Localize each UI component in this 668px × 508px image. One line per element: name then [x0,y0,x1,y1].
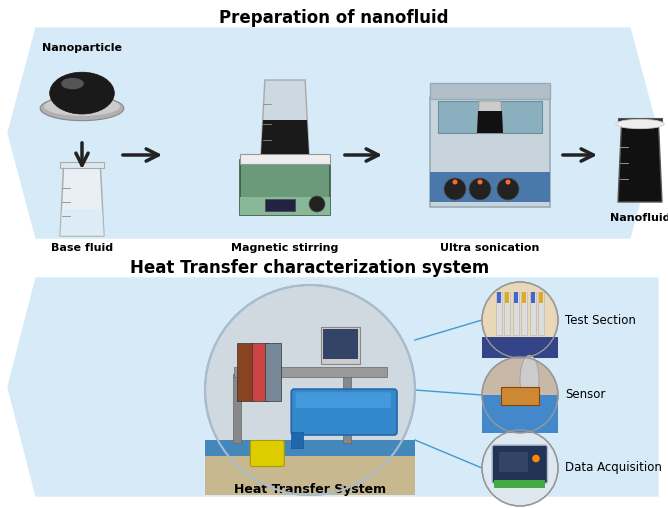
FancyBboxPatch shape [513,292,519,335]
Text: Ultra sonication: Ultra sonication [440,243,540,253]
Polygon shape [60,209,104,236]
Circle shape [205,285,415,495]
Text: Base fluid: Base fluid [51,243,113,253]
FancyBboxPatch shape [539,292,543,303]
FancyBboxPatch shape [438,101,542,133]
FancyBboxPatch shape [499,452,528,472]
FancyBboxPatch shape [240,197,330,215]
Circle shape [482,282,558,358]
Circle shape [309,196,325,212]
Circle shape [532,455,540,462]
FancyBboxPatch shape [291,432,303,448]
FancyBboxPatch shape [265,199,295,211]
Polygon shape [261,80,309,154]
Text: Data Acquisition: Data Acquisition [565,461,662,474]
Polygon shape [8,278,658,496]
FancyBboxPatch shape [492,445,548,483]
Text: Magnetic stirring: Magnetic stirring [231,243,339,253]
FancyBboxPatch shape [504,292,510,335]
FancyBboxPatch shape [240,154,330,164]
Circle shape [452,179,458,184]
Circle shape [484,359,556,431]
FancyBboxPatch shape [506,292,510,303]
FancyBboxPatch shape [240,160,330,215]
Circle shape [444,178,466,200]
Text: Test Section: Test Section [565,313,636,327]
FancyBboxPatch shape [321,327,361,364]
FancyBboxPatch shape [530,292,534,303]
Circle shape [497,178,519,200]
FancyBboxPatch shape [521,292,527,335]
Text: Sensor: Sensor [565,389,605,401]
FancyBboxPatch shape [237,343,253,400]
FancyBboxPatch shape [60,162,104,168]
Text: Heat Transfer characterization system: Heat Transfer characterization system [130,259,490,277]
FancyBboxPatch shape [482,337,558,358]
FancyBboxPatch shape [501,388,539,404]
Circle shape [484,432,556,504]
FancyBboxPatch shape [323,329,358,359]
Ellipse shape [520,355,539,404]
Ellipse shape [40,96,124,121]
Text: Heat Transfer System: Heat Transfer System [234,484,386,496]
Circle shape [482,357,558,433]
Circle shape [506,179,510,184]
FancyBboxPatch shape [514,292,518,303]
Polygon shape [477,111,503,133]
FancyBboxPatch shape [482,395,558,433]
Polygon shape [8,28,658,238]
FancyBboxPatch shape [295,392,391,408]
Circle shape [484,284,556,356]
FancyBboxPatch shape [250,440,285,466]
FancyBboxPatch shape [265,343,281,400]
FancyBboxPatch shape [522,292,526,303]
FancyBboxPatch shape [430,83,550,99]
Polygon shape [618,124,662,202]
FancyBboxPatch shape [497,292,501,303]
Polygon shape [477,101,503,133]
Text: Preparation of nanofluid: Preparation of nanofluid [219,9,449,27]
FancyBboxPatch shape [496,292,502,335]
Ellipse shape [44,97,120,116]
Polygon shape [60,168,104,236]
FancyBboxPatch shape [343,374,351,442]
FancyBboxPatch shape [252,343,268,400]
Text: Nanoparticle: Nanoparticle [42,43,122,53]
Polygon shape [261,120,309,154]
FancyBboxPatch shape [205,440,415,456]
Circle shape [469,178,491,200]
FancyBboxPatch shape [538,292,544,335]
Text: Nanofluid: Nanofluid [610,213,668,223]
Circle shape [482,430,558,506]
Ellipse shape [49,72,114,114]
Circle shape [478,179,482,184]
Ellipse shape [61,78,84,89]
FancyBboxPatch shape [234,367,387,377]
FancyBboxPatch shape [530,292,536,335]
Polygon shape [205,448,415,495]
FancyBboxPatch shape [618,118,662,124]
FancyBboxPatch shape [494,480,546,488]
FancyBboxPatch shape [291,389,397,435]
FancyBboxPatch shape [232,374,240,442]
FancyBboxPatch shape [430,172,550,202]
FancyBboxPatch shape [430,97,550,207]
Ellipse shape [616,119,664,129]
